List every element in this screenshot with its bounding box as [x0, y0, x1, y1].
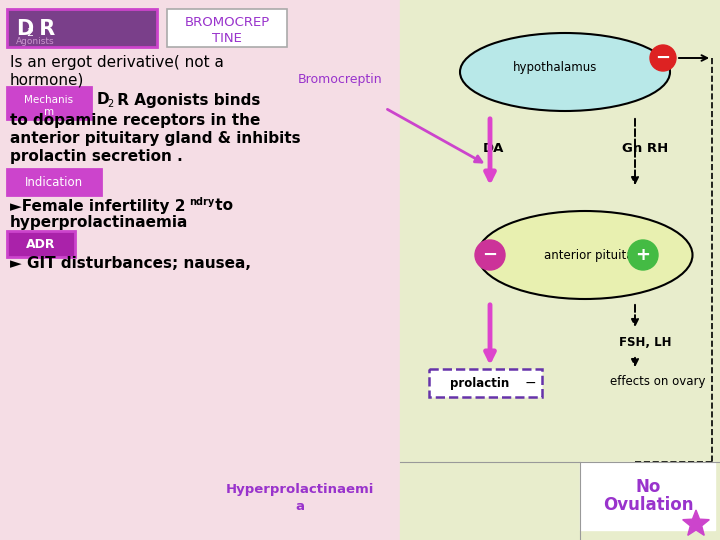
Bar [0, 0, 400, 540]
Text: hyperprolactinaemia: hyperprolactinaemia [10, 214, 189, 230]
Text: Bromocreptin: Bromocreptin [298, 73, 382, 86]
Text: −: − [524, 376, 536, 390]
Text: hypothalamus: hypothalamus [513, 62, 597, 75]
Bar [580, 462, 715, 530]
Text: effects on ovary: effects on ovary [610, 375, 706, 388]
Ellipse shape [460, 33, 670, 111]
Text: Gn RH: Gn RH [622, 141, 668, 154]
Text: anterior pituitary: anterior pituitary [544, 248, 646, 261]
Text: TINE: TINE [212, 31, 242, 44]
Text: +: + [636, 246, 650, 264]
Circle shape [650, 45, 676, 71]
Circle shape [628, 240, 658, 270]
Text: prolactin: prolactin [451, 376, 510, 389]
Text: R: R [32, 19, 55, 39]
Text: ndry: ndry [189, 197, 215, 207]
Text: D: D [97, 92, 109, 107]
Text: Agonists: Agonists [16, 37, 55, 45]
Ellipse shape [477, 211, 693, 299]
Text: 2: 2 [107, 99, 113, 109]
Text: Mechanis: Mechanis [24, 95, 73, 105]
Text: to: to [210, 199, 233, 213]
Text: D: D [16, 19, 33, 39]
Text: FSH, LH: FSH, LH [619, 335, 672, 348]
Text: No: No [635, 478, 661, 496]
Text: ► GIT disturbances; nausea,: ► GIT disturbances; nausea, [10, 256, 251, 272]
Text: Ovulation: Ovulation [603, 496, 693, 514]
FancyBboxPatch shape [7, 169, 101, 195]
Text: prolactin secretion .: prolactin secretion . [10, 148, 183, 164]
FancyBboxPatch shape [428, 368, 541, 396]
Text: −: − [482, 246, 498, 264]
Text: R Agonists binds: R Agonists binds [112, 92, 261, 107]
Text: Is an ergot derivative( not a: Is an ergot derivative( not a [10, 55, 224, 70]
Text: a: a [295, 500, 305, 512]
FancyBboxPatch shape [167, 9, 287, 47]
Text: BROMOCREP: BROMOCREP [184, 16, 269, 29]
Text: anterior pituitary gland & inhibits: anterior pituitary gland & inhibits [10, 131, 301, 145]
Bar [400, 0, 720, 540]
Text: DA: DA [483, 141, 505, 154]
Text: ►Female infertility 2: ►Female infertility 2 [10, 199, 186, 213]
FancyBboxPatch shape [7, 9, 157, 47]
Circle shape [475, 240, 505, 270]
Text: to dopamine receptors in the: to dopamine receptors in the [10, 112, 261, 127]
Text: −: − [655, 49, 670, 67]
Text: m: m [44, 107, 54, 117]
Text: ADR: ADR [26, 238, 55, 251]
Text: hormone): hormone) [10, 72, 84, 87]
Text: Indication: Indication [25, 176, 83, 188]
Polygon shape [683, 510, 709, 535]
Text: Hyperprolactinaemi: Hyperprolactinaemi [226, 483, 374, 496]
Text: 2: 2 [26, 28, 33, 38]
FancyBboxPatch shape [7, 87, 91, 119]
FancyBboxPatch shape [7, 231, 75, 257]
